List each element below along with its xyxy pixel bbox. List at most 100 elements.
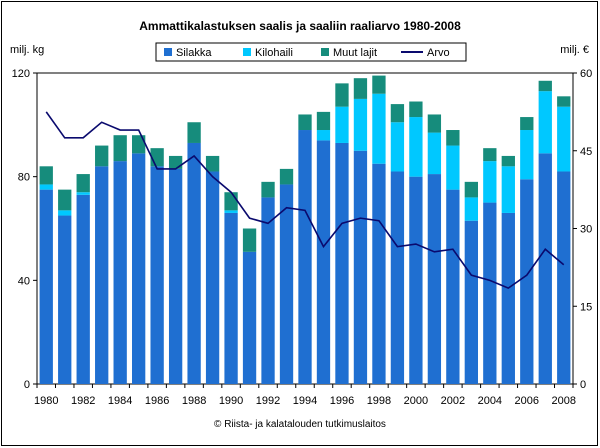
x-tick-label: 1998 [367,395,391,407]
bar-silakka-1989 [205,171,220,384]
bar-silakka-2007 [538,153,552,384]
bar-silakka-2006 [520,179,534,384]
legend-swatch-silakka [164,48,172,56]
legend-label-arvo: Arvo [427,47,450,59]
legend-label-kilohaili: Kilohaili [255,47,293,59]
bar-kilohaili-2002 [446,145,460,190]
bar-silakka-1990 [224,212,238,384]
bar-muut-1997 [353,78,368,99]
bar-silakka-1999 [390,171,405,384]
bar-muut-2001 [427,114,442,133]
x-tick-label: 1996 [330,395,354,407]
x-tick-label: 1988 [182,395,206,407]
bar-silakka-1986 [150,166,164,384]
legend-label-silakka: Silakka [176,47,212,59]
bar-muut-1999 [390,104,405,123]
x-tick-label: 2004 [478,395,502,407]
bar-muut-1993 [279,168,294,185]
y-right-tick-label: 45 [580,146,592,158]
bar-muut-2005 [501,155,515,167]
bar-kilohaili-2006 [520,130,534,180]
bar-silakka-1995 [316,140,331,384]
bar-kilohaili-1999 [390,122,405,172]
bar-silakka-2000 [409,176,423,384]
legend-swatch-kilohaili [243,48,251,56]
legend: Silakka Kilohaili Muut lajit Arvo [155,42,467,62]
axes-layer: 0 40 80 120 0 15 30 45 60 1980 1982 1984 1986 1988 199… [12,68,593,407]
x-tick-label: 2000 [404,395,428,407]
bar-silakka-1998 [372,163,386,384]
y-right-tick-label: 30 [580,224,592,236]
y-right-tick-label: 0 [580,379,586,391]
bar-silakka-2001 [427,174,442,384]
bar-muut-2007 [538,80,552,92]
bar-kilohaili-1981 [58,210,72,216]
y-axis-left-label: milj. kg [10,44,44,56]
bar-silakka-1997 [353,150,368,384]
bar-muut-1984 [113,135,127,162]
bar-kilohaili-2008 [557,106,571,172]
bar-kilohaili-2007 [538,91,552,154]
bar-muut-1981 [58,189,72,211]
bar-muut-1987 [168,155,183,169]
bar-muut-1991 [242,228,257,252]
x-tick-label: 1994 [293,395,317,407]
bar-muut-1989 [205,155,220,172]
legend-label-muut: Muut lajit [333,47,377,59]
y-left-tick-label: 120 [12,68,30,80]
bar-muut-2006 [520,117,534,131]
chart-title: Ammattikalastuksen saalis ja saaliin raa… [139,19,461,33]
bar-kilohaili-1990 [224,210,238,213]
bar-silakka-1996 [335,142,349,384]
x-tick-label: 1982 [71,395,95,407]
bar-muut-2004 [483,148,497,162]
bar-muut-1994 [298,114,312,131]
bar-silakka-1980 [39,189,53,385]
bar-muut-1992 [261,181,275,198]
x-tick-label: 2006 [515,395,539,407]
bar-muut-1995 [316,111,331,131]
y-left-tick-label: 0 [24,379,30,391]
y-right-tick-label: 15 [580,301,592,313]
x-tick-label: 2008 [552,395,576,407]
bar-silakka-1994 [298,130,312,384]
bar-muut-1988 [187,122,201,143]
bars-layer [39,75,571,385]
bar-silakka-2005 [501,212,515,384]
bar-kilohaili-2004 [483,161,497,203]
bar-silakka-1983 [95,166,109,384]
x-tick-label: 2002 [441,395,465,407]
bar-kilohaili-2003 [464,197,478,221]
bar-kilohaili-1998 [372,93,386,164]
legend-box [155,42,467,62]
y-axis-right-label: milj. € [560,44,589,56]
bar-silakka-1988 [187,142,201,384]
bar-silakka-1985 [132,153,146,384]
x-tick-label: 1990 [219,395,243,407]
line-arvo [45,111,565,290]
bar-muut-1990 [224,192,238,211]
bar-muut-1985 [132,135,146,154]
bar-silakka-1991 [242,251,257,384]
bar-muut-1998 [372,75,386,94]
bar-kilohaili-2000 [409,117,423,177]
bar-kilohaili-1996 [335,106,349,143]
bar-muut-1980 [39,166,53,185]
bar-silakka-1984 [113,161,127,384]
y-left-tick-label: 40 [18,275,30,287]
y-left-tick-label: 80 [18,172,30,184]
bar-muut-2000 [409,101,423,118]
bar-kilohaili-2005 [501,166,515,213]
bar-muut-2003 [464,181,478,198]
bar-silakka-1981 [58,215,72,384]
bar-kilohaili-1980 [39,184,53,190]
bar-kilohaili-1982 [76,192,90,195]
bar-muut-2002 [446,130,460,146]
bar-kilohaili-1997 [353,98,368,151]
bar-muut-1996 [335,83,349,107]
bar-kilohaili-2001 [427,132,442,175]
legend-swatch-muut [321,48,329,56]
